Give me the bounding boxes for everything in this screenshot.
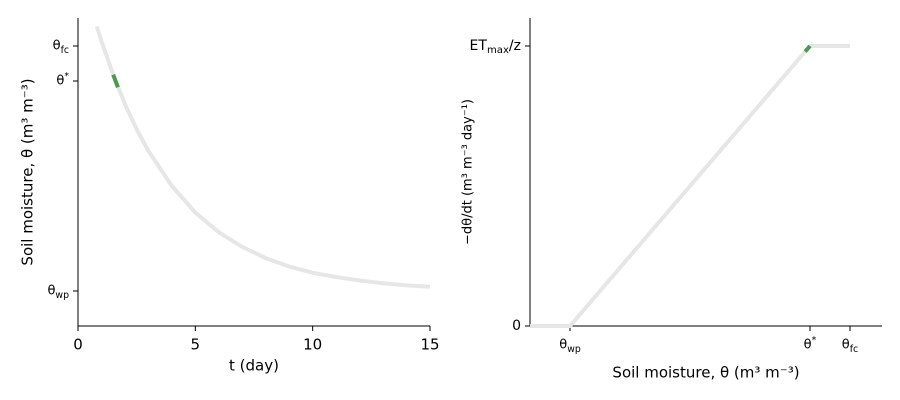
line <box>530 44 850 328</box>
line <box>94 25 431 289</box>
x-tick-label: 15 <box>420 336 439 354</box>
x-axis-label: Soil moisture, θ (m³ m⁻³) <box>612 364 799 382</box>
y-tick-label: θ* <box>56 71 69 89</box>
x-tick-label: 5 <box>191 336 201 354</box>
x-axis-label: t (day) <box>229 357 279 375</box>
y-tick-label: θwp <box>47 284 69 301</box>
x-tick-label: θ* <box>804 335 817 353</box>
y-axis-label: −dθ/dt (m³ m⁻³ day⁻¹) <box>461 99 476 245</box>
x-tick-label: 0 <box>73 336 83 354</box>
x-tick-label: θwp <box>559 338 581 355</box>
line <box>111 74 120 88</box>
x-tick-label: 10 <box>303 336 322 354</box>
line <box>803 44 812 53</box>
y-tick-label: ETmax/z <box>470 38 521 56</box>
y-tick-label: 0 <box>512 318 521 334</box>
x-tick-label: θfc <box>842 338 858 355</box>
y-tick-label: θfc <box>53 39 69 56</box>
y-axis-label: Soil moisture, θ (m³ m⁻³) <box>19 78 37 265</box>
